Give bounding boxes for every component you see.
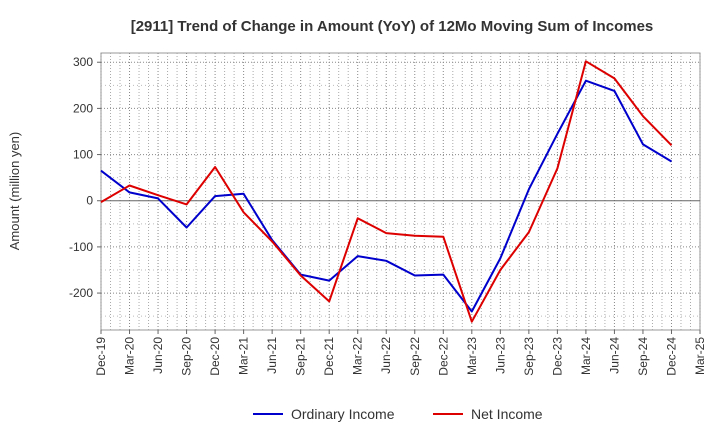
legend-label-net-income: Net Income	[471, 406, 543, 422]
x-tick-label: Dec-21	[322, 337, 336, 376]
x-tick-label: Mar-21	[237, 337, 251, 375]
x-tick-label: Jun-22	[379, 337, 393, 374]
series-line-ordinary-income	[100, 79, 673, 313]
x-tick-label: Sep-22	[408, 337, 422, 376]
y-tick-label: 0	[86, 194, 93, 208]
y-tick-label: 200	[73, 101, 93, 115]
y-tick-label: -200	[69, 286, 93, 300]
y-tick-label: 100	[73, 148, 93, 162]
x-tick-label: Dec-24	[664, 337, 678, 376]
legend: Ordinary Income Net Income	[253, 406, 543, 422]
grid-lines	[100, 53, 701, 330]
chart-title: [2911] Trend of Change in Amount (YoY) o…	[131, 18, 654, 35]
y-tick-label: 300	[73, 55, 93, 69]
axes: 300 200 100 0 -100 -200 Dec-19 Mar-20 Jun-20 Sep-…	[69, 55, 707, 375]
series-lines	[100, 60, 673, 323]
x-tick-label: Mar-24	[579, 337, 593, 375]
plot-area	[100, 52, 701, 331]
x-tick-label: Sep-24	[636, 337, 650, 376]
x-tick-label: Jun-24	[607, 337, 621, 374]
series-line-net-income	[100, 60, 673, 323]
x-tick-label: Dec-19	[94, 337, 108, 376]
x-tick-label: Sep-23	[522, 337, 536, 376]
x-tick-label: Dec-20	[208, 337, 222, 376]
legend-label-ordinary-income: Ordinary Income	[291, 406, 395, 422]
x-tick-label: Sep-20	[180, 337, 194, 376]
x-tick-label: Mar-25	[693, 337, 707, 375]
x-tick-label: Mar-20	[123, 337, 137, 375]
x-tick-label: Sep-21	[294, 337, 308, 376]
x-tick-label: Dec-22	[436, 337, 450, 376]
x-tick-label: Dec-23	[550, 337, 564, 376]
x-tick-label: Mar-23	[465, 337, 479, 375]
x-tick-label: Jun-23	[493, 337, 507, 374]
x-tick-label: Mar-22	[351, 337, 365, 375]
y-axis-title: Amount (million yen)	[7, 132, 22, 251]
y-tick-label: -100	[69, 240, 93, 254]
x-tick-label: Jun-21	[265, 337, 279, 374]
x-tick-label: Jun-20	[151, 337, 165, 374]
